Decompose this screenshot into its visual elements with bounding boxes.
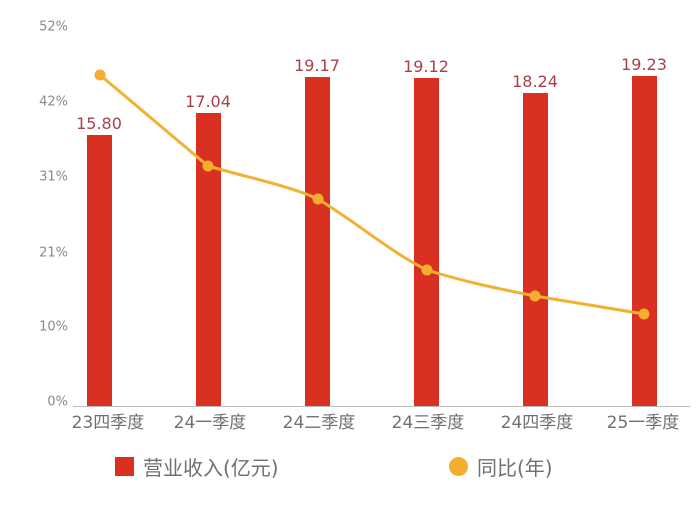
- line-point-24q3: [421, 264, 433, 276]
- bar-label-24q2: 19.17: [294, 56, 340, 75]
- bar-24q3: [414, 78, 439, 406]
- y-tick-31: 31%: [39, 169, 68, 185]
- line-point-25q1: [638, 308, 650, 320]
- y-tick-52: 52%: [39, 19, 68, 35]
- bar-label-23q4: 15.80: [76, 114, 122, 133]
- x-tick-23q4: 23四季度: [71, 413, 145, 433]
- line-point-24q4: [529, 290, 541, 302]
- y-tick-42: 42%: [39, 94, 68, 110]
- legend-circle-icon: [449, 457, 468, 476]
- bar-25q1: [632, 76, 657, 406]
- legend-square-icon: [115, 457, 134, 476]
- bar-23q4: [87, 135, 112, 406]
- y-tick-21: 21%: [39, 245, 68, 261]
- y-tick-0: 0%: [47, 394, 68, 410]
- x-tick-24q2: 24二季度: [282, 413, 356, 433]
- legend-label-yoy: 同比(年): [477, 456, 553, 480]
- x-tick-24q4: 24四季度: [500, 413, 574, 433]
- line-point-24q2: [312, 193, 324, 205]
- bar-label-24q3: 19.12: [403, 57, 449, 76]
- bar-label-24q1: 17.04: [185, 92, 231, 111]
- x-axis-line: [73, 406, 690, 407]
- x-tick-25q1: 25一季度: [606, 413, 680, 433]
- bar-label-25q1: 19.23: [621, 55, 667, 74]
- bar-24q2: [305, 77, 330, 406]
- legend-item-revenue[interactable]: 营业收入(亿元): [115, 452, 279, 481]
- legend-label-revenue: 营业收入(亿元): [143, 456, 279, 480]
- y-tick-10: 10%: [39, 319, 68, 335]
- line-point-23q4: [94, 69, 106, 81]
- x-tick-24q1: 24一季度: [173, 413, 247, 433]
- bar-label-24q4: 18.24: [512, 72, 558, 91]
- line-point-24q1: [202, 160, 214, 172]
- legend-item-yoy[interactable]: 同比(年): [449, 452, 553, 481]
- bar-24q4: [523, 93, 548, 406]
- x-tick-24q3: 24三季度: [391, 413, 465, 433]
